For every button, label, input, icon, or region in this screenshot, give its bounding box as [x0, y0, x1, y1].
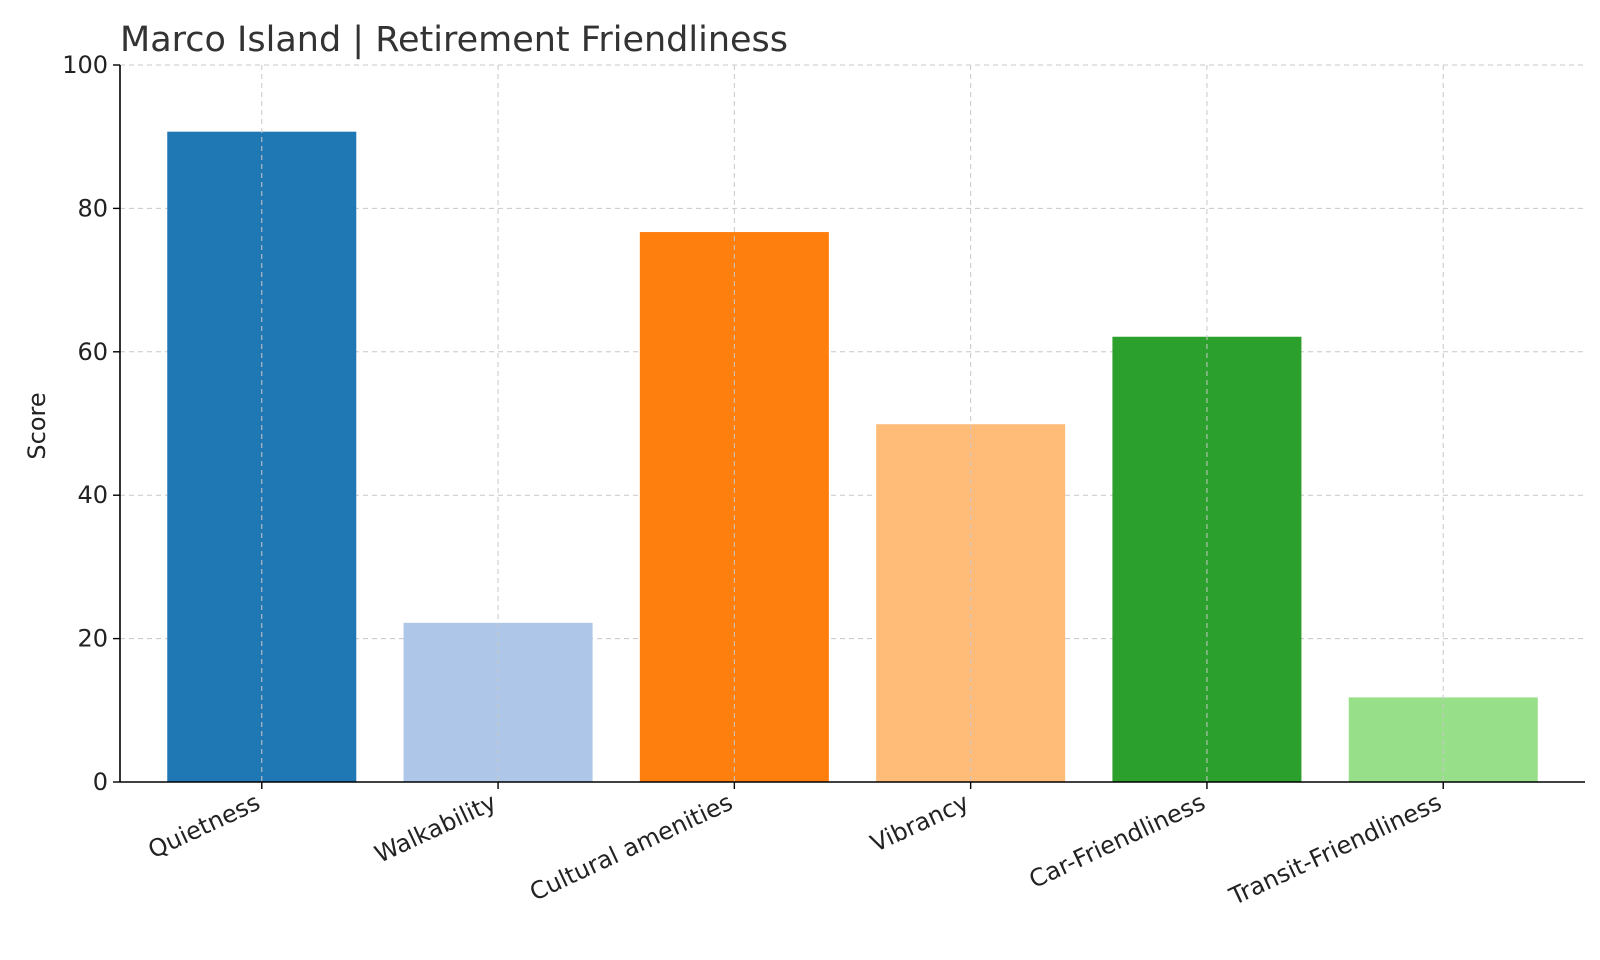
x-tick-label: Walkability	[370, 788, 500, 869]
x-tick-label: Quietness	[144, 788, 265, 864]
y-tick-label: 20	[77, 625, 108, 653]
vertical-grid-lines	[261, 65, 1444, 782]
x-tick-label: Transit-Friendliness	[1224, 788, 1445, 911]
y-tick-label: 40	[77, 481, 108, 509]
y-tick-label: 100	[62, 51, 108, 79]
x-tick-label: Vibrancy	[866, 788, 973, 858]
axes	[119, 65, 1585, 783]
bars	[167, 131, 1538, 782]
x-tick-label: Car-Friendliness	[1025, 788, 1210, 894]
bar-walkability	[403, 622, 593, 782]
y-tick-label: 80	[77, 194, 108, 222]
y-tick-label: 60	[77, 338, 108, 366]
y-axis-label: Score	[23, 392, 51, 459]
x-axis-ticks: Quietness Walkability Cultural amenities Vi…	[144, 782, 1446, 911]
y-tick-label: 0	[93, 768, 108, 796]
y-axis-ticks: 0 20 40 60 80 100	[62, 51, 120, 796]
x-tick-label: Cultural amenities	[525, 788, 736, 906]
chart-title: Marco Island | Retirement Friendliness	[120, 20, 788, 60]
bar-vibrancy	[876, 424, 1066, 782]
